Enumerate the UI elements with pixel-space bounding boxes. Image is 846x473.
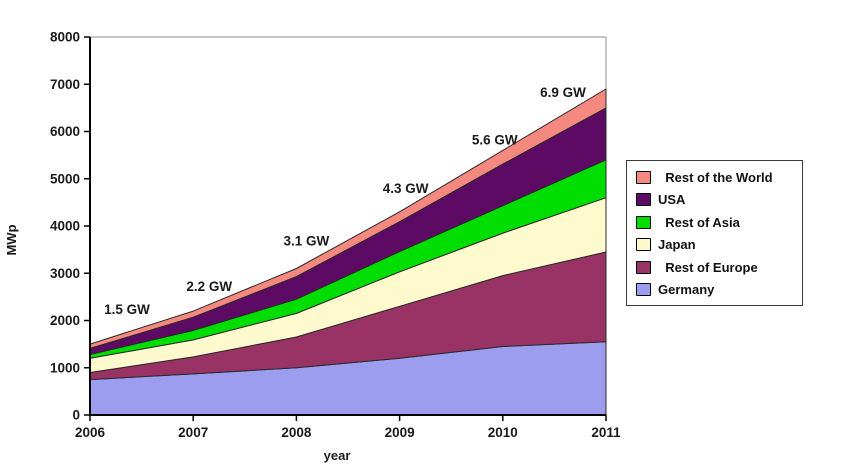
total-data-label: 4.3 GW bbox=[383, 181, 429, 196]
y-tick-label: 3000 bbox=[50, 266, 80, 281]
total-data-label: 1.5 GW bbox=[104, 302, 150, 317]
legend-item-japan: Japan bbox=[627, 234, 802, 257]
total-data-label: 2.2 GW bbox=[186, 279, 232, 294]
x-tick-label: 2009 bbox=[385, 425, 415, 440]
germany-swatch bbox=[636, 283, 651, 297]
x-tick-label: 2011 bbox=[591, 425, 621, 440]
legend-item-label: Rest of the World bbox=[658, 169, 773, 185]
y-tick-label: 1000 bbox=[50, 360, 80, 375]
legend-item-germany: Germany bbox=[627, 279, 802, 302]
legend-item-rest-of-europe: Rest of Europe bbox=[627, 256, 802, 279]
legend-item-label: Japan bbox=[658, 237, 696, 253]
x-tick-label: 2008 bbox=[281, 425, 312, 440]
y-tick-label: 7000 bbox=[50, 77, 80, 92]
y-tick-label: 6000 bbox=[50, 124, 80, 139]
rest-of-the-world-swatch bbox=[636, 170, 651, 184]
japan-swatch bbox=[636, 238, 651, 252]
y-axis-title: MWp bbox=[4, 224, 19, 255]
area-band-rest-of-the-world bbox=[89, 88, 607, 349]
x-tick-label: 2006 bbox=[75, 425, 106, 440]
y-tick-label: 8000 bbox=[50, 30, 80, 45]
y-tick-label: 0 bbox=[72, 408, 80, 423]
legend-item-label: Rest of Europe bbox=[658, 259, 758, 275]
legend-box: Rest of the World USA Rest of Asia Japan R… bbox=[626, 160, 803, 306]
rest-of-europe-swatch bbox=[636, 260, 651, 274]
y-tick-label: 2000 bbox=[50, 313, 80, 328]
x-tick-label: 2010 bbox=[488, 425, 518, 440]
usa-swatch bbox=[636, 193, 651, 207]
legend-item-label: USA bbox=[658, 192, 686, 208]
legend-item-rest-of-the-world: Rest of the World bbox=[627, 166, 802, 189]
y-tick-label: 5000 bbox=[50, 171, 80, 186]
rest-of-asia-swatch bbox=[636, 215, 651, 229]
total-data-label: 6.9 GW bbox=[540, 85, 586, 100]
legend-item-rest-of-asia: Rest of Asia bbox=[627, 211, 802, 234]
x-tick-label: 2007 bbox=[178, 425, 208, 440]
total-data-label: 3.1 GW bbox=[284, 234, 330, 249]
y-tick-label: 4000 bbox=[50, 219, 80, 234]
legend-item-label: Rest of Asia bbox=[658, 214, 740, 230]
legend-item-usa: USA bbox=[627, 189, 802, 212]
x-axis-title: year bbox=[324, 448, 351, 463]
legend-item-label: Germany bbox=[658, 282, 715, 298]
total-data-label: 5.6 GW bbox=[472, 132, 518, 147]
